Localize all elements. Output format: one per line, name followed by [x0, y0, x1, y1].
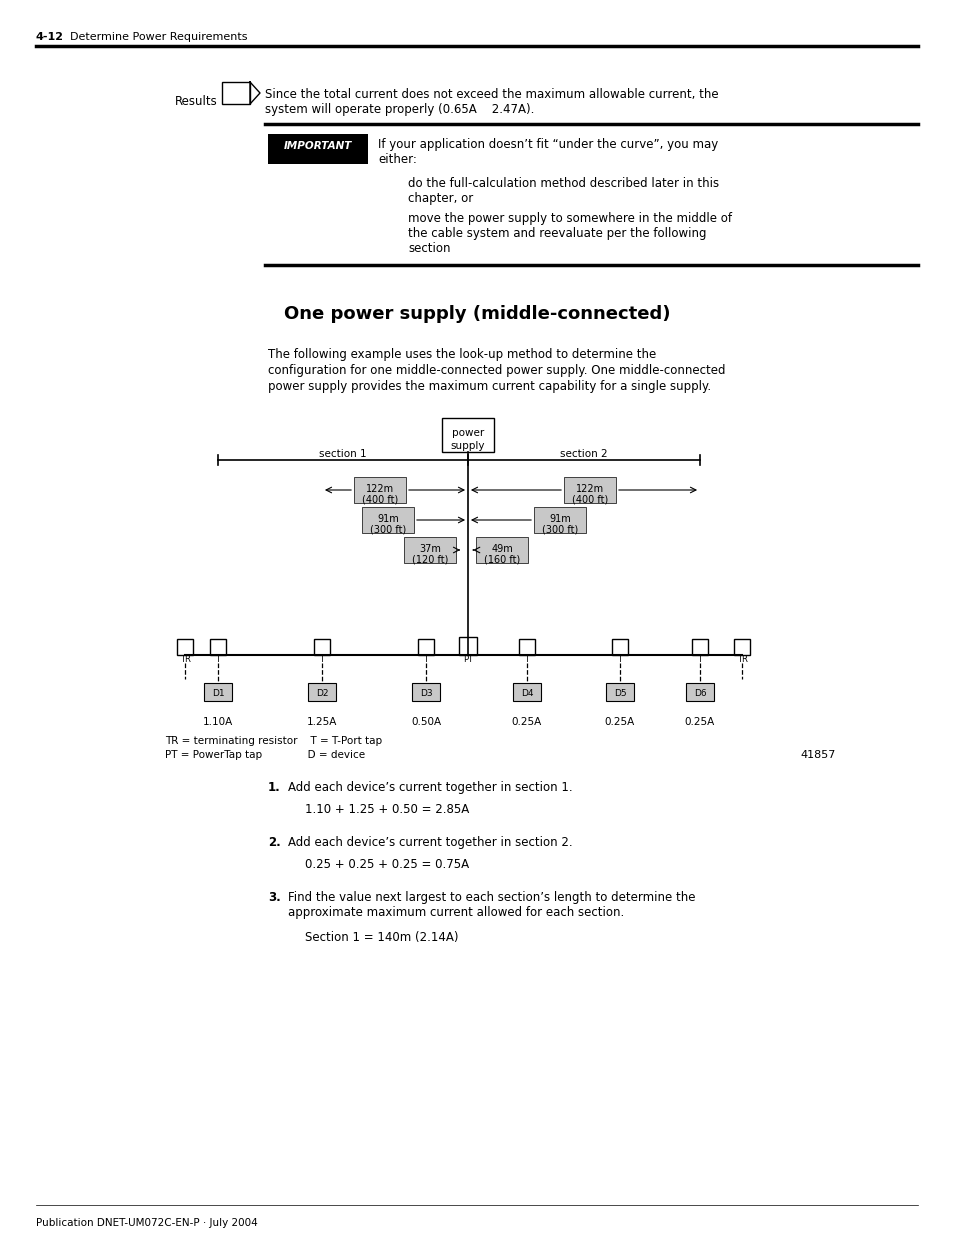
Text: TR: TR — [179, 655, 191, 663]
Text: Add each device’s current together in section 1.: Add each device’s current together in se… — [288, 781, 572, 794]
Bar — [534, 508, 585, 534]
Text: PT: PT — [462, 655, 473, 663]
Text: Add each device’s current together in section 2.: Add each device’s current together in se… — [288, 836, 572, 848]
Text: IMPORTANT: IMPORTANT — [283, 141, 352, 151]
Bar — [204, 683, 232, 701]
Bar — [691, 638, 707, 655]
Text: D3: D3 — [419, 689, 432, 699]
Text: T: T — [697, 655, 701, 663]
Text: 0.25A: 0.25A — [512, 718, 541, 727]
Text: supply: supply — [450, 441, 485, 451]
Text: The following example uses the look-up method to determine the: The following example uses the look-up m… — [268, 348, 656, 361]
Text: 91m: 91m — [549, 514, 570, 524]
Text: (300 ft): (300 ft) — [541, 525, 578, 535]
Text: 91m: 91m — [376, 514, 398, 524]
Text: T: T — [319, 655, 324, 663]
Bar — [361, 508, 414, 534]
Bar — [268, 135, 368, 164]
Text: section: section — [408, 242, 450, 254]
Text: D2: D2 — [315, 689, 328, 699]
Bar — [314, 638, 330, 655]
Text: 122m: 122m — [366, 484, 394, 494]
Text: approximate maximum current allowed for each section.: approximate maximum current allowed for … — [288, 906, 623, 919]
Text: 41857: 41857 — [800, 750, 835, 760]
Bar — [308, 683, 335, 701]
Text: D5: D5 — [613, 689, 626, 699]
Text: configuration for one middle-connected power supply. One middle-connected: configuration for one middle-connected p… — [268, 364, 724, 377]
Text: section 1: section 1 — [319, 450, 366, 459]
Text: 3.: 3. — [268, 890, 280, 904]
Text: D4: D4 — [520, 689, 533, 699]
Text: Results: Results — [175, 95, 218, 107]
Bar — [412, 683, 439, 701]
Bar — [354, 477, 406, 503]
Text: 37m: 37m — [418, 543, 440, 555]
Bar — [403, 537, 456, 563]
Text: One power supply (middle-connected): One power supply (middle-connected) — [283, 305, 670, 324]
Text: D1: D1 — [212, 689, 224, 699]
Text: move the power supply to somewhere in the middle of: move the power supply to somewhere in th… — [408, 212, 731, 225]
Bar — [605, 683, 634, 701]
Text: PT = PowerTap tap              D = device: PT = PowerTap tap D = device — [165, 750, 365, 760]
Bar — [441, 417, 494, 452]
Text: T: T — [617, 655, 622, 663]
Text: TR = terminating resistor    T = T-Port tap: TR = terminating resistor T = T-Port tap — [165, 736, 382, 746]
Bar — [733, 638, 749, 655]
Text: T: T — [423, 655, 428, 663]
Bar — [476, 537, 527, 563]
Text: (120 ft): (120 ft) — [412, 555, 448, 564]
Text: D6: D6 — [693, 689, 705, 699]
Text: 1.25A: 1.25A — [307, 718, 336, 727]
Text: system will operate properly (0.65A    2.47A).: system will operate properly (0.65A 2.47… — [265, 103, 534, 116]
Text: 1.: 1. — [268, 781, 280, 794]
Text: (400 ft): (400 ft) — [361, 495, 397, 505]
Text: Since the total current does not exceed the maximum allowable current, the: Since the total current does not exceed … — [265, 88, 718, 101]
Text: 1.10A: 1.10A — [203, 718, 233, 727]
Text: (400 ft): (400 ft) — [571, 495, 607, 505]
Bar — [417, 638, 434, 655]
Text: Publication DNET-UM072C-EN-P · July 2004: Publication DNET-UM072C-EN-P · July 2004 — [36, 1218, 257, 1228]
Text: section 2: section 2 — [559, 450, 607, 459]
Text: power supply provides the maximum current capability for a single supply.: power supply provides the maximum curren… — [268, 380, 710, 393]
Text: If your application doesn’t fit “under the curve”, you may: If your application doesn’t fit “under t… — [377, 138, 718, 151]
Bar — [685, 683, 713, 701]
Text: 1.10 + 1.25 + 0.50 = 2.85A: 1.10 + 1.25 + 0.50 = 2.85A — [305, 803, 469, 816]
Text: 122m: 122m — [576, 484, 603, 494]
Text: Section 1 = 140m (2.14A): Section 1 = 140m (2.14A) — [305, 931, 458, 944]
Text: (300 ft): (300 ft) — [370, 525, 406, 535]
Bar — [563, 477, 616, 503]
Bar — [612, 638, 627, 655]
Bar — [518, 638, 535, 655]
Bar — [222, 82, 250, 104]
Text: 49m: 49m — [491, 543, 513, 555]
Text: 0.50A: 0.50A — [411, 718, 440, 727]
Text: 2.: 2. — [268, 836, 280, 848]
Text: chapter, or: chapter, or — [408, 191, 473, 205]
Text: do the full-calculation method described later in this: do the full-calculation method described… — [408, 177, 719, 190]
Text: 0.25 + 0.25 + 0.25 = 0.75A: 0.25 + 0.25 + 0.25 = 0.75A — [305, 858, 469, 871]
Text: 0.25A: 0.25A — [604, 718, 635, 727]
Bar — [177, 638, 193, 655]
Text: Find the value next largest to each section’s length to determine the: Find the value next largest to each sect… — [288, 890, 695, 904]
Text: T: T — [524, 655, 529, 663]
Text: either:: either: — [377, 153, 416, 165]
Text: the cable system and reevaluate per the following: the cable system and reevaluate per the … — [408, 227, 706, 240]
Bar — [458, 637, 476, 655]
Bar — [513, 683, 540, 701]
Text: power: power — [452, 429, 483, 438]
Text: TR: TR — [736, 655, 746, 663]
Text: (160 ft): (160 ft) — [483, 555, 519, 564]
Bar — [210, 638, 226, 655]
Text: 0.25A: 0.25A — [684, 718, 715, 727]
Text: Determine Power Requirements: Determine Power Requirements — [70, 32, 247, 42]
Text: T: T — [215, 655, 220, 663]
Text: 4-12: 4-12 — [36, 32, 64, 42]
